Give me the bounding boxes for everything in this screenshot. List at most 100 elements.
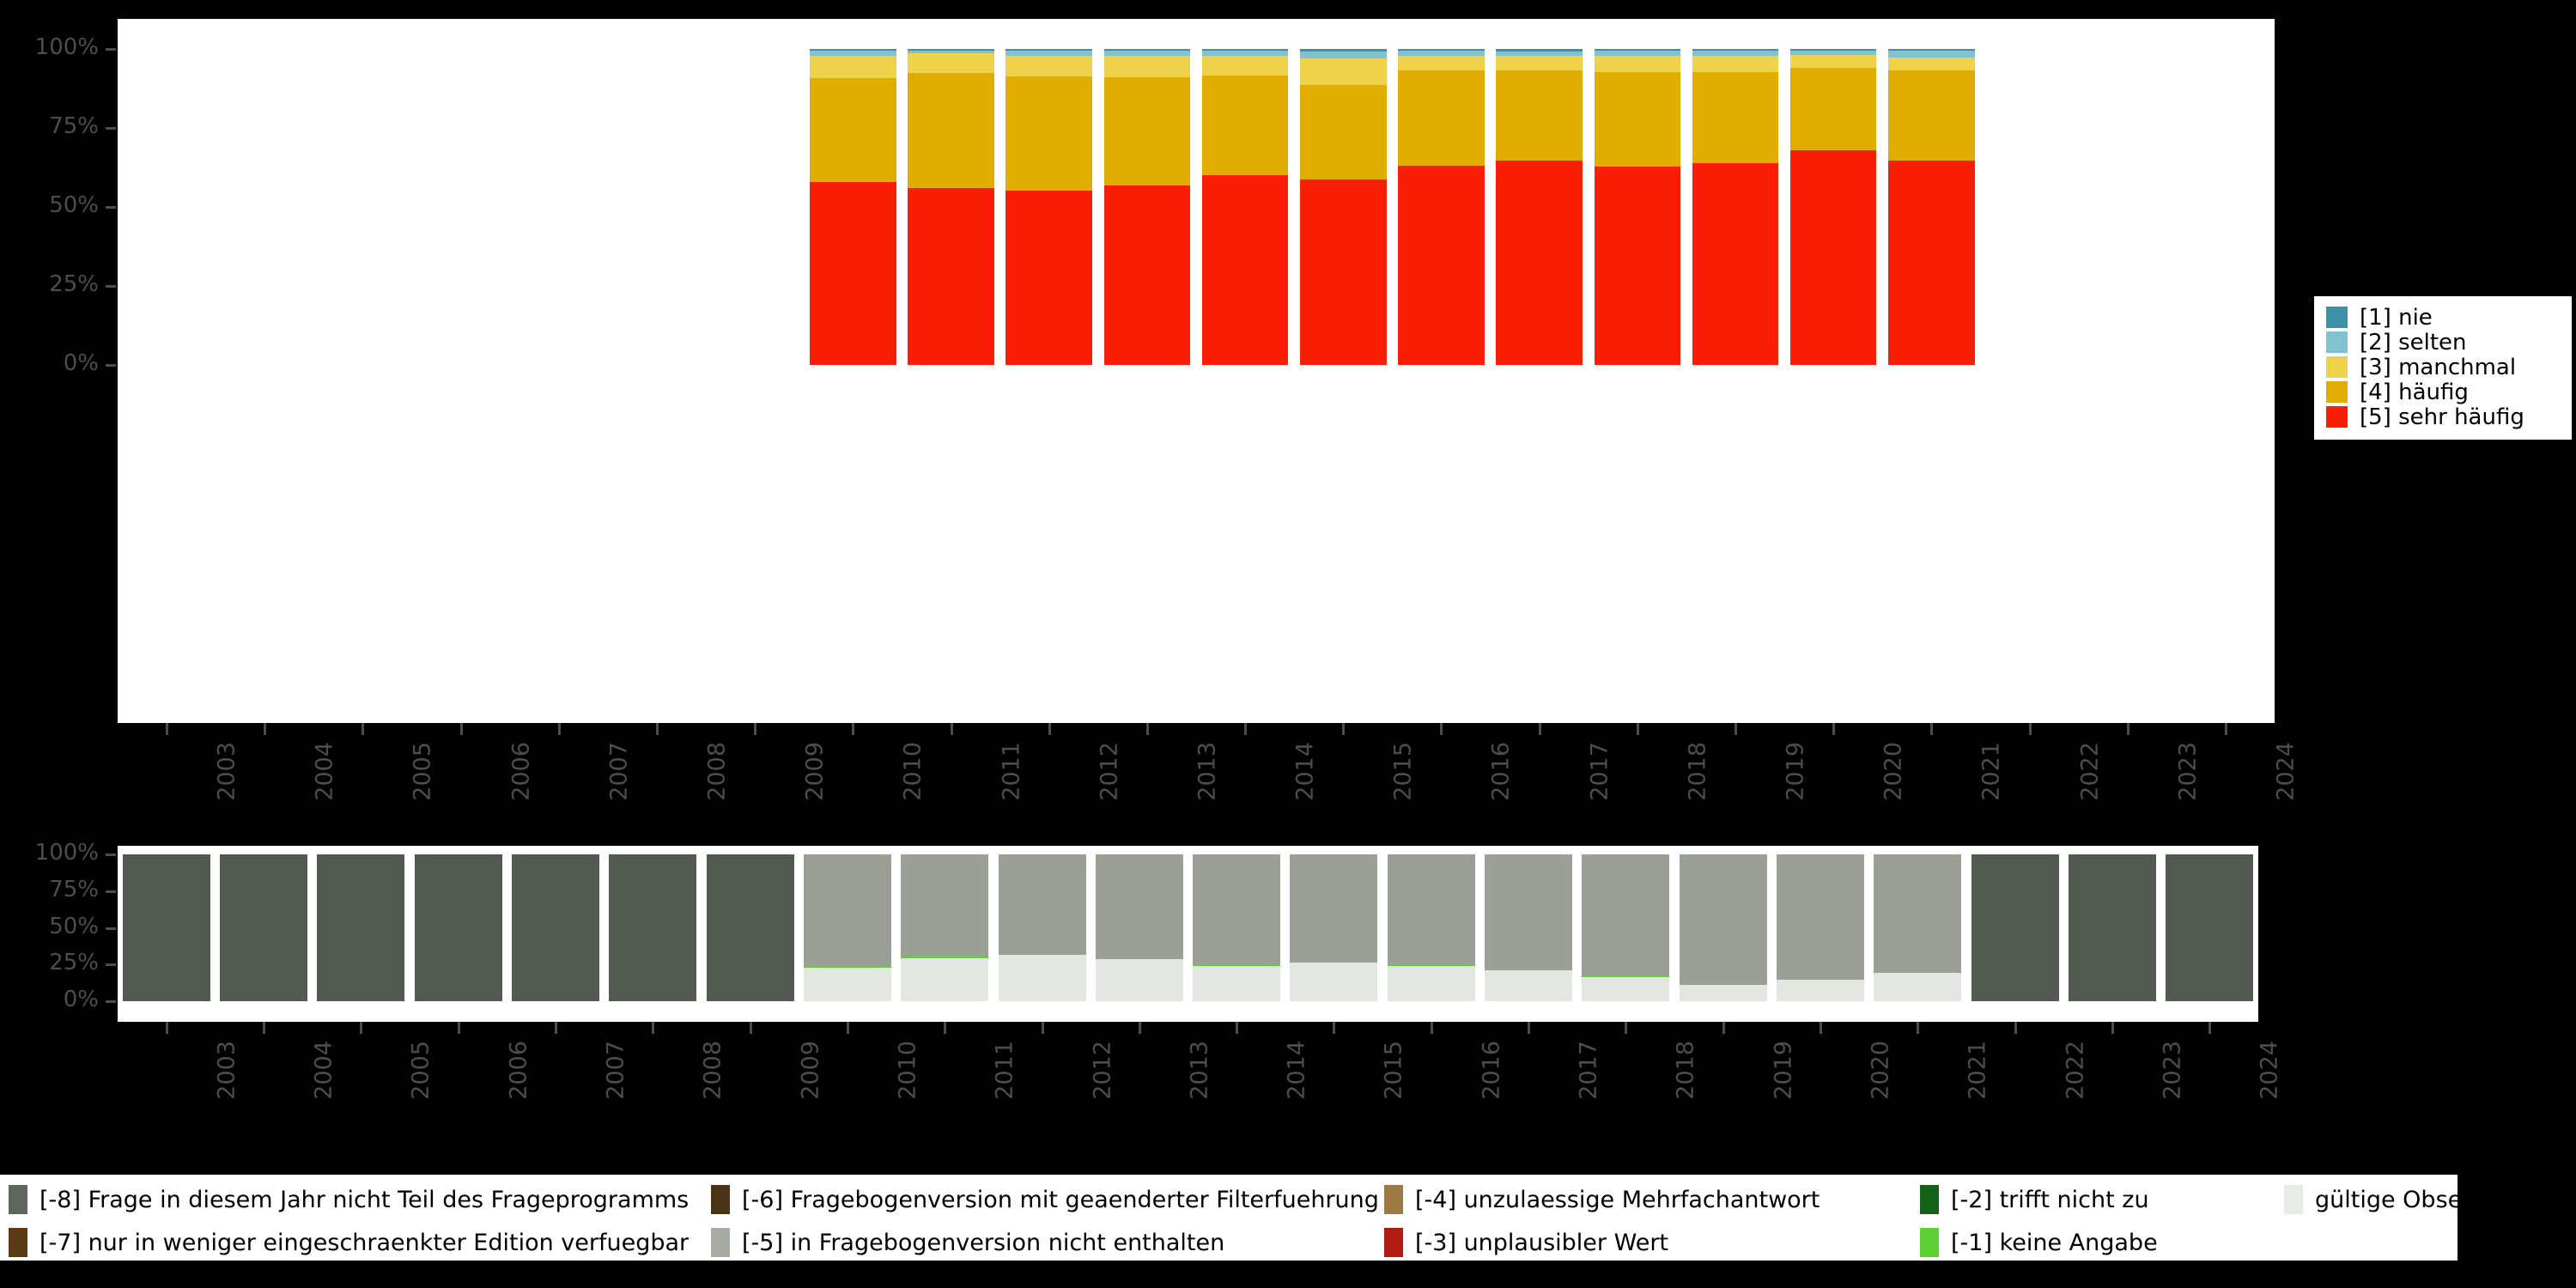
bar-segment [1888, 51, 1975, 58]
observations-y-axis-tick-label: 25% [49, 950, 99, 976]
bar-segment [1398, 56, 1485, 71]
observations-x-axis-tick-label: 2018 [1673, 1041, 1700, 1100]
bar-segment [1201, 75, 1289, 175]
bar-segment [1496, 56, 1583, 71]
bar-segment [1496, 49, 1583, 52]
observations-bar-segment [511, 854, 599, 1001]
distribution-bar [1496, 49, 1583, 365]
missing-legend-item[interactable]: [-1] keine Angabe [1920, 1228, 2158, 1257]
bar-segment [810, 49, 896, 52]
x-axis-tick-label: 2008 [703, 742, 731, 801]
bar-segment [908, 53, 994, 74]
missing-legend-item[interactable]: [-6] Fragebogenversion mit geaenderter F… [711, 1185, 1379, 1214]
observations-bar-segment [1582, 854, 1670, 976]
bar-segment [1300, 84, 1387, 179]
distribution-bar [908, 49, 994, 365]
observations-x-axis-tick-label: 2016 [1478, 1041, 1505, 1100]
missing-legend-item[interactable]: gültige Observationen [2284, 1185, 2573, 1214]
missing-legend-item[interactable]: [-5] in Fragebogenversion nicht enthalte… [711, 1228, 1224, 1257]
scale-legend-item[interactable]: [5] sehr häufig [2326, 404, 2565, 429]
observations-y-axis-tick-label: 0% [63, 987, 99, 1012]
x-axis-tick [557, 723, 561, 735]
bar-segment [1789, 49, 1877, 51]
observations-x-axis-tick [749, 1022, 752, 1034]
bar-segment [1103, 51, 1191, 57]
observations-bar-segment [1290, 962, 1378, 1001]
scale-legend-label: [4] häufig [2360, 379, 2469, 405]
bar-segment [1005, 190, 1092, 365]
observations-x-axis-tick-label: 2021 [1965, 1041, 1992, 1100]
missing-legend-label: [-5] in Fragebogenversion nicht enthalte… [742, 1229, 1225, 1256]
y-axis-tick-label: 75% [49, 113, 99, 139]
bar-segment [1201, 56, 1289, 76]
legend-swatch-icon [711, 1228, 730, 1257]
observations-bar-segment [1582, 976, 1670, 1001]
y-axis-tick [106, 206, 116, 209]
x-axis-tick-label: 2019 [1782, 742, 1809, 801]
x-axis-tick [2126, 723, 2129, 735]
bar-segment [1103, 49, 1191, 52]
missing-legend-item[interactable]: [-7] nur in weniger eingeschraenkter Edi… [9, 1228, 689, 1257]
legend-swatch-icon [9, 1185, 27, 1214]
missing-legend-item[interactable]: [-3] unplausibler Wert [1384, 1228, 1668, 1257]
observations-x-axis-tick [2014, 1022, 2017, 1034]
y-axis-tick-label: 50% [49, 192, 99, 218]
bar-segment [1398, 70, 1485, 166]
bar-segment [1300, 58, 1387, 85]
x-axis-tick [2224, 723, 2227, 735]
observations-x-axis-tick [1138, 1022, 1141, 1034]
bar-segment [1103, 77, 1191, 185]
bar-segment [1594, 71, 1681, 167]
x-axis-tick [1636, 723, 1639, 735]
observations-x-axis-tick [1820, 1022, 1823, 1034]
scale-legend-item[interactable]: [4] häufig [2326, 380, 2565, 404]
observations-x-axis-tick-label: 2006 [505, 1041, 532, 1100]
x-axis-tick-label: 2022 [2076, 742, 2104, 801]
observations-y-axis-tick [106, 927, 116, 930]
bar-segment [1005, 49, 1092, 52]
bar-segment [1888, 49, 1975, 52]
bar-segment [1398, 49, 1485, 52]
observations-x-axis-tick [944, 1022, 947, 1034]
bar-segment [1888, 70, 1975, 161]
x-axis-tick-label: 2009 [801, 742, 829, 801]
observations-bar-segment [706, 854, 794, 1001]
missing-legend-item[interactable]: [-2] trifft nicht zu [1920, 1185, 2149, 1214]
observations-x-axis-tick-label: 2003 [213, 1041, 240, 1100]
missing-legend-item[interactable]: [-4] unzulaessige Mehrfachantwort [1384, 1185, 1820, 1214]
legend-swatch-icon [2284, 1185, 2303, 1214]
x-axis-tick [1440, 723, 1443, 735]
observations-y-axis-tick [106, 854, 116, 856]
observations-bar-segment [1679, 854, 1767, 986]
x-axis-tick-label: 2013 [1194, 742, 1221, 801]
observations-bar [706, 854, 794, 1001]
observations-bar-segment [803, 967, 891, 1001]
observations-x-axis-tick [2111, 1022, 2115, 1034]
bar-segment [1789, 67, 1877, 150]
x-axis-tick [459, 723, 463, 735]
observations-y-axis-tick [106, 963, 116, 967]
x-axis-tick-label: 2024 [2272, 742, 2300, 801]
scale-legend-item[interactable]: [2] selten [2326, 330, 2565, 355]
observations-bar-segment [1874, 854, 1962, 973]
observations-x-axis-tick [652, 1022, 655, 1034]
bar-segment [1201, 51, 1289, 57]
bar-segment [1692, 56, 1779, 72]
bar-segment [1789, 50, 1877, 55]
observations-bar [901, 854, 989, 1001]
x-axis-tick-label: 2010 [900, 742, 927, 801]
x-axis-tick-label: 2018 [1684, 742, 1711, 801]
scale-legend-item[interactable]: [1] nie [2326, 305, 2565, 330]
observations-x-axis-tick [165, 1022, 168, 1034]
distribution-bar [1594, 49, 1681, 365]
observations-x-axis-tick [1722, 1022, 1725, 1034]
x-axis-tick [166, 723, 169, 735]
bar-segment [1496, 161, 1583, 365]
bar-segment [1789, 54, 1877, 68]
missing-legend-item[interactable]: [-8] Frage in diesem Jahr nicht Teil des… [9, 1185, 689, 1214]
y-axis-tick [106, 364, 116, 367]
observations-x-axis-tick-label: 2023 [2159, 1041, 2186, 1100]
bar-segment [810, 77, 896, 182]
scale-legend-item[interactable]: [3] manchmal [2326, 355, 2565, 380]
